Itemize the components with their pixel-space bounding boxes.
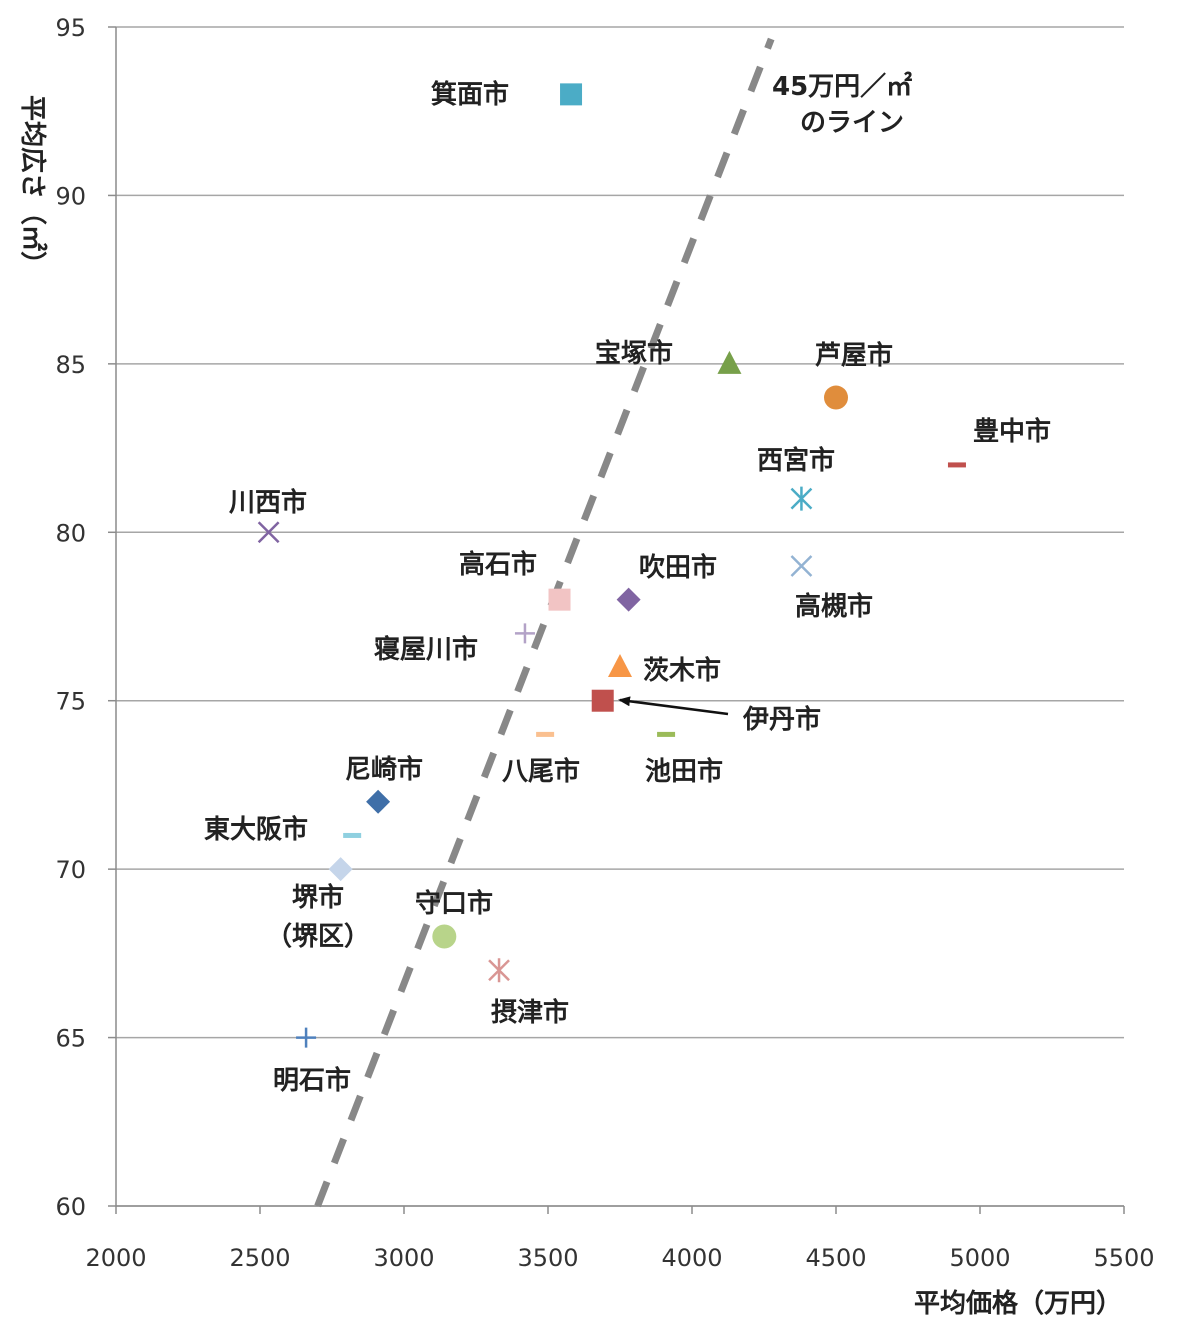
label-toyonaka: 豊中市: [973, 416, 1051, 447]
tick-label-y-75: 75: [55, 688, 86, 716]
axes: [108, 26, 1125, 1214]
point-川西市: [257, 521, 280, 544]
reference-line: [314, 37, 775, 1208]
label-ashiya: 芦屋市: [815, 340, 893, 371]
tick-labels: 60 65 70 75 80 85 90 95 2000 2500 3000 3500 4000 4500…: [55, 14, 1154, 1272]
point-明石市: [296, 1027, 317, 1048]
tick-label-y-80: 80: [55, 519, 86, 547]
tick-label-x-3500: 3500: [517, 1244, 578, 1272]
point-八尾市: [536, 731, 555, 737]
point-吹田市: [616, 587, 641, 612]
tick-label-y-95: 95: [55, 14, 86, 42]
label-settsu: 摂津市: [491, 997, 569, 1028]
tick-label-y-85: 85: [55, 351, 86, 379]
point-池田市: [657, 731, 676, 737]
label-sakai-2: （堺区）: [266, 922, 370, 952]
point-守口市: [432, 924, 457, 949]
point-伊丹市: [591, 689, 614, 712]
label-sakai-1: 堺市: [292, 882, 344, 913]
point-箕面市: [560, 83, 583, 106]
point-尼崎市: [366, 789, 391, 814]
point-堺市（堺区）: [328, 857, 353, 882]
label-higashiosaka: 東大阪市: [204, 814, 308, 845]
label-suita: 吹田市: [639, 552, 717, 583]
label-akashi: 明石市: [273, 1065, 351, 1096]
label-itami: 伊丹市: [742, 704, 821, 735]
tick-label-x-5500: 5500: [1093, 1244, 1154, 1272]
label-takarazuka: 宝塚市: [595, 338, 673, 369]
label-neyagawa: 寝屋川市: [374, 634, 478, 665]
tick-label-y-70: 70: [55, 856, 86, 884]
reference-line-label-1: 45万円／㎡: [772, 71, 912, 102]
point-摂津市: [488, 958, 510, 983]
label-minoo: 箕面市: [431, 79, 509, 110]
tick-label-x-2000: 2000: [85, 1244, 146, 1272]
tick-label-y-65: 65: [55, 1025, 86, 1053]
label-ibaraki: 茨木市: [643, 655, 721, 686]
point-東大阪市: [343, 832, 362, 838]
y-axis-title: 平均広さ（㎡）: [17, 95, 48, 277]
label-takaishi: 高石市: [459, 549, 537, 580]
tick-label-y-60: 60: [55, 1193, 86, 1221]
point-芦屋市: [824, 385, 848, 410]
label-moriguchi: 守口市: [415, 888, 493, 919]
label-yao: 八尾市: [502, 756, 580, 787]
point-高槻市: [790, 555, 813, 577]
label-amagasaki: 尼崎市: [345, 754, 423, 785]
reference-line-label-2: のライン: [800, 108, 904, 138]
grid-lines: [116, 26, 1124, 1207]
tick-label-x-5000: 5000: [949, 1244, 1010, 1272]
data-points: [257, 83, 966, 1048]
reference-line-dashed: [314, 37, 775, 1208]
x-axis-title: 平均価格（万円）: [914, 1288, 1122, 1319]
point-茨木市: [608, 654, 632, 678]
tick-label-x-3000: 3000: [373, 1244, 434, 1272]
point-西宮市: [790, 486, 813, 511]
tick-label-x-4000: 4000: [661, 1244, 722, 1272]
label-ikeda: 池田市: [645, 756, 723, 787]
label-takatsuki: 高槻市: [795, 591, 873, 622]
itami-arrow: [618, 696, 729, 716]
tick-label-y-90: 90: [55, 182, 86, 210]
label-kawanishi: 川西市: [229, 487, 307, 518]
point-宝塚市: [717, 350, 742, 374]
point-高石市: [548, 588, 571, 611]
tick-label-x-4500: 4500: [805, 1244, 866, 1272]
point-豊中市: [947, 462, 966, 468]
label-nishinomiya: 西宮市: [757, 445, 835, 476]
tick-label-x-2500: 2500: [229, 1244, 290, 1272]
point-寝屋川市: [514, 623, 535, 644]
